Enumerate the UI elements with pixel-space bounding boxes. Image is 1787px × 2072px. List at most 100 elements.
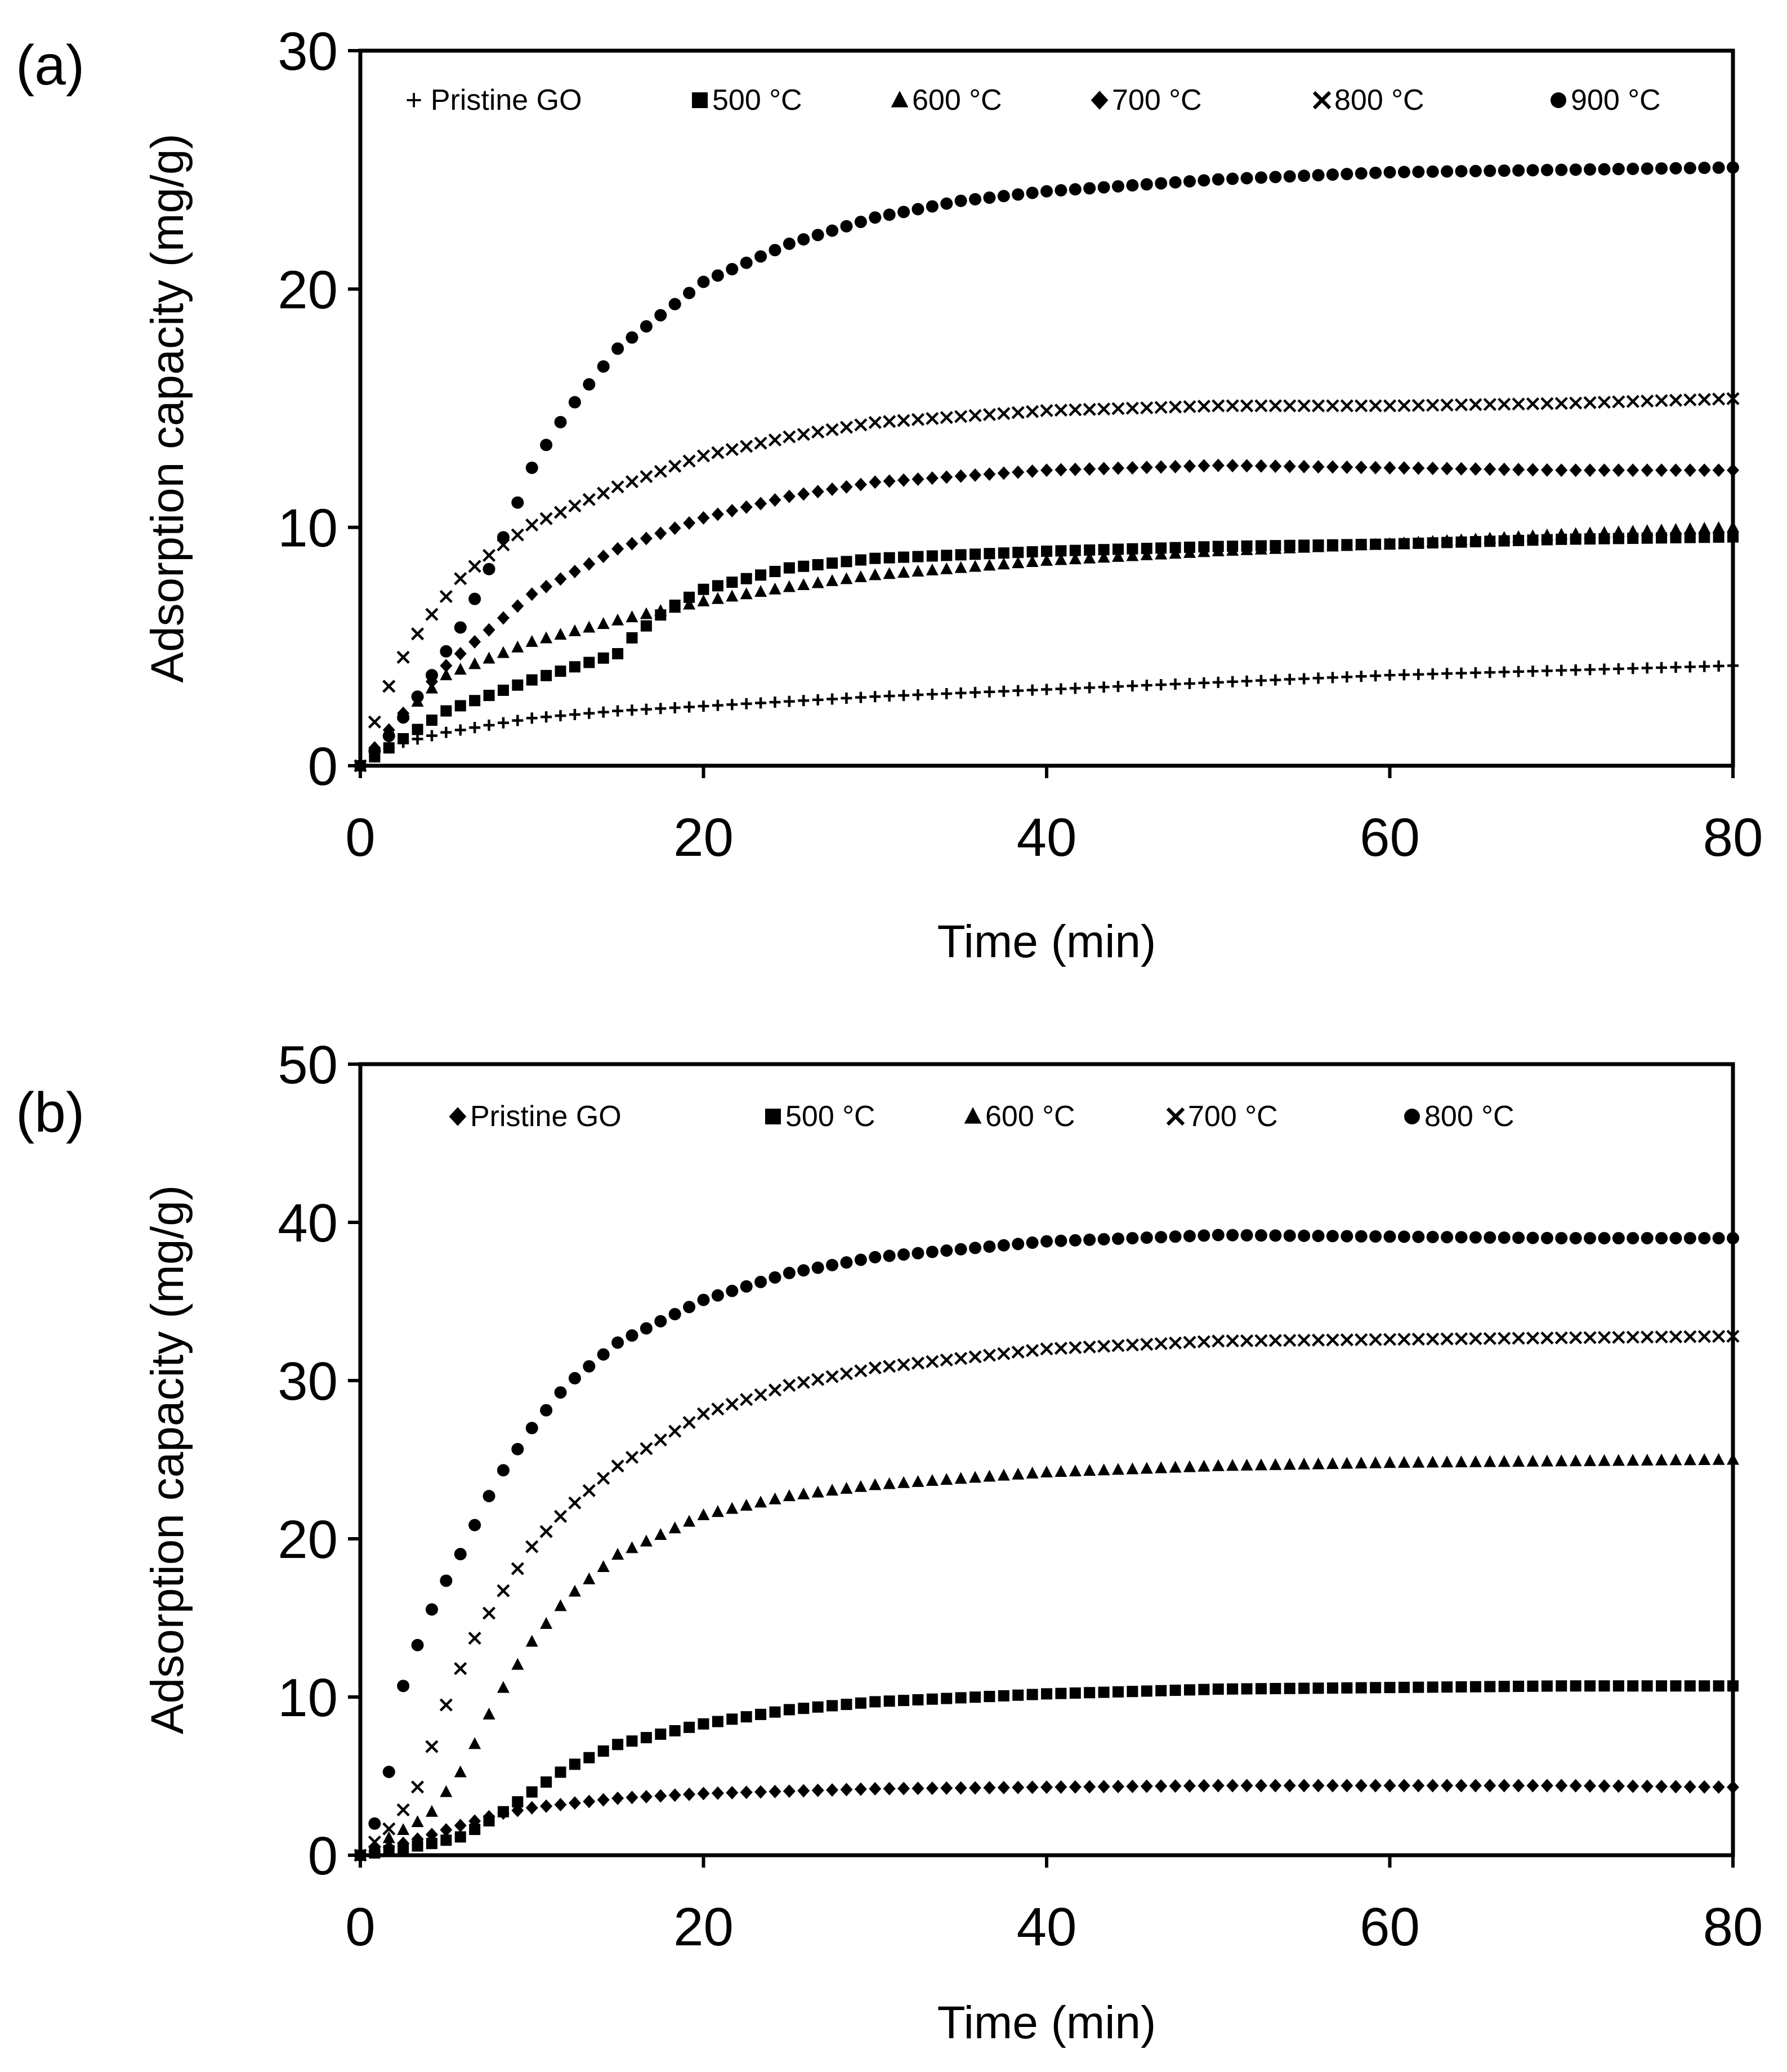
data-point xyxy=(625,1450,639,1464)
data-point xyxy=(1669,394,1683,407)
data-point xyxy=(368,1817,381,1830)
data-point xyxy=(1112,681,1124,693)
data-point xyxy=(1326,399,1339,413)
data-point xyxy=(1383,166,1396,178)
data-point xyxy=(1026,684,1038,696)
y-tick-label: 10 xyxy=(278,498,338,559)
data-point xyxy=(1527,1680,1539,1692)
data-point xyxy=(1569,163,1582,176)
data-point xyxy=(640,703,652,715)
data-point xyxy=(983,191,996,204)
data-point xyxy=(1040,553,1053,566)
data-point xyxy=(1097,1233,1110,1245)
legend-entry: 500 °C xyxy=(692,84,802,117)
data-point xyxy=(597,486,610,500)
data-point xyxy=(1097,1339,1111,1353)
data-point xyxy=(1727,463,1739,477)
data-point xyxy=(396,650,410,664)
legend-entry: 800 °C xyxy=(1404,1100,1515,1133)
data-point xyxy=(668,298,681,311)
data-point xyxy=(1441,1779,1454,1793)
data-point xyxy=(1041,684,1052,695)
data-point xyxy=(412,724,423,735)
data-point xyxy=(1241,675,1253,687)
legend-label: 600 °C xyxy=(985,1100,1075,1133)
data-point xyxy=(1026,1466,1039,1479)
data-point xyxy=(497,684,509,696)
data-point xyxy=(1040,1780,1053,1794)
data-point xyxy=(1254,459,1267,473)
data-point xyxy=(869,1781,882,1796)
data-point xyxy=(983,1240,996,1253)
data-point xyxy=(1298,1457,1311,1470)
data-point xyxy=(726,1713,738,1725)
data-point xyxy=(1298,541,1311,553)
data-point xyxy=(740,587,753,600)
data-point xyxy=(1198,677,1210,689)
series-square xyxy=(355,1680,1739,1861)
data-point xyxy=(1584,526,1597,539)
data-point xyxy=(826,1783,839,1797)
data-point xyxy=(1526,164,1539,177)
data-point xyxy=(1297,399,1311,413)
data-point xyxy=(497,717,509,729)
data-point xyxy=(1670,1680,1682,1692)
data-point xyxy=(1269,1779,1282,1793)
data-point xyxy=(1484,1779,1496,1793)
data-point xyxy=(511,599,524,613)
data-point xyxy=(698,1718,709,1730)
data-point xyxy=(1012,1238,1025,1251)
data-point xyxy=(1055,1234,1067,1247)
data-point xyxy=(1441,462,1454,476)
data-point xyxy=(1097,402,1111,416)
data-point xyxy=(1155,460,1168,474)
data-point xyxy=(1727,660,1739,672)
data-point xyxy=(540,439,553,452)
data-point xyxy=(1541,1680,1553,1692)
data-point xyxy=(754,1495,767,1508)
data-point xyxy=(1397,166,1410,178)
data-point xyxy=(955,549,967,561)
data-point xyxy=(1226,1459,1239,1471)
data-point xyxy=(1669,1232,1682,1245)
data-point xyxy=(1641,1779,1654,1793)
data-point xyxy=(1584,1680,1596,1692)
data-point xyxy=(654,1789,667,1803)
data-point xyxy=(1341,539,1353,551)
data-point xyxy=(1669,1330,1683,1343)
data-point xyxy=(568,624,581,636)
data-point xyxy=(597,652,609,664)
data-point xyxy=(1555,528,1568,540)
data-point xyxy=(1084,544,1096,556)
data-point xyxy=(683,1301,696,1314)
data-point xyxy=(1141,680,1152,691)
data-point xyxy=(569,708,580,720)
data-point xyxy=(440,1834,452,1846)
data-point xyxy=(1140,548,1153,561)
data-point xyxy=(539,512,553,525)
data-point xyxy=(954,561,967,573)
data-point xyxy=(454,647,467,661)
data-point xyxy=(1526,1779,1539,1793)
data-point xyxy=(1641,662,1653,674)
data-point xyxy=(582,493,596,506)
y-tick-label: 0 xyxy=(308,1826,338,1886)
data-point xyxy=(654,465,667,478)
data-point xyxy=(512,1796,524,1808)
data-point xyxy=(926,412,939,425)
data-point xyxy=(426,730,437,742)
data-point xyxy=(1097,1780,1110,1794)
data-point xyxy=(1526,397,1540,410)
x-tick-label: 0 xyxy=(345,807,375,868)
data-point xyxy=(783,430,796,444)
data-point xyxy=(725,1397,739,1411)
data-point xyxy=(1683,1232,1696,1245)
data-point xyxy=(1455,1231,1468,1244)
data-point xyxy=(597,1793,610,1807)
data-point xyxy=(755,697,767,709)
data-point xyxy=(1512,530,1525,542)
y-tick-label: 30 xyxy=(278,1351,338,1412)
data-point xyxy=(997,407,1011,421)
data-point xyxy=(696,1407,711,1421)
data-point xyxy=(711,1289,724,1302)
